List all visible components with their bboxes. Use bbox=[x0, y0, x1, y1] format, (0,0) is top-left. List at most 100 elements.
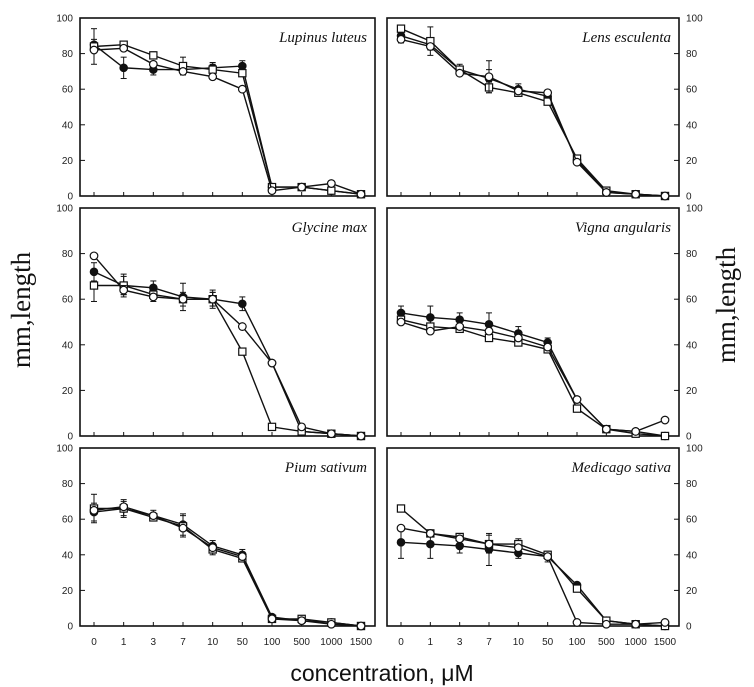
y-tick-label: 80 bbox=[686, 249, 698, 260]
data-point bbox=[484, 326, 494, 336]
series-line bbox=[93, 44, 362, 195]
y-tick-label: 20 bbox=[686, 586, 698, 597]
data-point bbox=[425, 529, 435, 538]
data-point bbox=[513, 333, 523, 343]
data-point bbox=[267, 614, 277, 624]
data-point bbox=[149, 51, 158, 60]
data-point bbox=[396, 34, 406, 44]
x-tick-label: 3 bbox=[457, 637, 463, 648]
data-point bbox=[238, 61, 247, 71]
y-axis-label-right: mm,length bbox=[711, 246, 741, 363]
data-point bbox=[238, 347, 247, 356]
x-tick-label: 500 bbox=[598, 637, 615, 648]
panel: 0 20 40 60 80 100 Glycine max bbox=[56, 204, 376, 443]
data-point bbox=[396, 504, 406, 513]
data-point bbox=[119, 502, 129, 512]
data-point bbox=[208, 294, 218, 304]
data-point bbox=[356, 189, 366, 199]
data-point bbox=[267, 186, 277, 196]
panel-title: Vigna angularis bbox=[575, 220, 671, 236]
data-point bbox=[237, 552, 247, 561]
y-tick-label: 80 bbox=[62, 49, 74, 60]
data-point bbox=[356, 431, 366, 441]
data-point bbox=[660, 431, 670, 441]
series-line bbox=[400, 527, 666, 625]
x-tick-label: 1 bbox=[121, 637, 127, 648]
y-tick-label: 60 bbox=[686, 295, 698, 306]
data-point bbox=[455, 68, 465, 78]
y-tick-label: 100 bbox=[686, 14, 703, 25]
data-point bbox=[148, 511, 158, 521]
panel-title: Pium sativum bbox=[284, 460, 367, 476]
y-tick-label: 80 bbox=[62, 479, 74, 490]
data-point bbox=[455, 541, 464, 551]
data-point bbox=[356, 621, 366, 631]
y-tick-label: 0 bbox=[67, 432, 73, 443]
series-line bbox=[400, 38, 666, 197]
data-point bbox=[396, 24, 406, 33]
data-point bbox=[631, 189, 641, 199]
series-line bbox=[93, 43, 362, 195]
data-point bbox=[237, 322, 247, 331]
data-point bbox=[297, 616, 307, 626]
y-axis-label-left: mm,length bbox=[6, 251, 36, 368]
y-tick-label: 40 bbox=[686, 550, 698, 561]
data-point bbox=[238, 68, 247, 78]
data-point bbox=[148, 59, 158, 69]
y-tick-label: 20 bbox=[62, 156, 74, 167]
panel-title: Glycine max bbox=[292, 220, 368, 236]
y-tick-label: 100 bbox=[686, 204, 703, 215]
data-point bbox=[297, 422, 307, 432]
data-point bbox=[601, 619, 611, 629]
series-line bbox=[400, 541, 666, 627]
data-point bbox=[543, 342, 553, 352]
x-tick-label: 10 bbox=[207, 637, 219, 648]
y-tick-label: 100 bbox=[56, 444, 73, 455]
data-point bbox=[543, 88, 553, 98]
y-tick-label: 40 bbox=[62, 550, 74, 561]
x-tick-label: 1000 bbox=[320, 637, 343, 648]
data-point bbox=[660, 191, 670, 201]
data-point bbox=[326, 619, 336, 629]
series-line bbox=[93, 271, 362, 437]
plot-frame bbox=[386, 17, 680, 197]
plot-frame bbox=[79, 17, 376, 197]
x-axis-label: concentration, μM bbox=[290, 660, 473, 686]
x-tick-label: 1000 bbox=[625, 637, 648, 648]
y-tick-label: 20 bbox=[62, 386, 74, 397]
panel: 0 20 40 60 80 100 Lens esculenta bbox=[386, 14, 703, 203]
data-point bbox=[513, 86, 523, 96]
data-point bbox=[396, 317, 406, 327]
y-tick-label: 100 bbox=[56, 204, 73, 215]
series-line bbox=[400, 507, 666, 627]
x-tick-label: 100 bbox=[264, 637, 281, 648]
data-point bbox=[572, 395, 582, 404]
series-line bbox=[93, 47, 362, 195]
data-point bbox=[484, 539, 494, 549]
y-tick-label: 80 bbox=[686, 479, 698, 490]
y-tick-label: 100 bbox=[686, 444, 703, 455]
data-point bbox=[455, 534, 465, 544]
data-point bbox=[89, 281, 99, 290]
data-point bbox=[326, 179, 336, 188]
y-tick-label: 0 bbox=[67, 622, 73, 633]
y-tick-label: 60 bbox=[686, 515, 698, 526]
data-point bbox=[425, 326, 435, 336]
series-line bbox=[400, 28, 666, 197]
data-point bbox=[267, 422, 277, 432]
x-tick-label: 7 bbox=[180, 637, 186, 648]
series-line bbox=[400, 319, 666, 437]
x-tick-label: 50 bbox=[542, 637, 554, 648]
x-tick-label: 3 bbox=[151, 637, 157, 648]
plot-frame bbox=[386, 447, 680, 627]
data-point bbox=[426, 313, 435, 322]
y-tick-label: 0 bbox=[67, 192, 73, 203]
data-point bbox=[631, 619, 641, 629]
data-point bbox=[119, 285, 129, 295]
x-tick-label: 0 bbox=[91, 637, 97, 648]
y-tick-label: 0 bbox=[686, 432, 692, 443]
data-point bbox=[484, 72, 494, 82]
